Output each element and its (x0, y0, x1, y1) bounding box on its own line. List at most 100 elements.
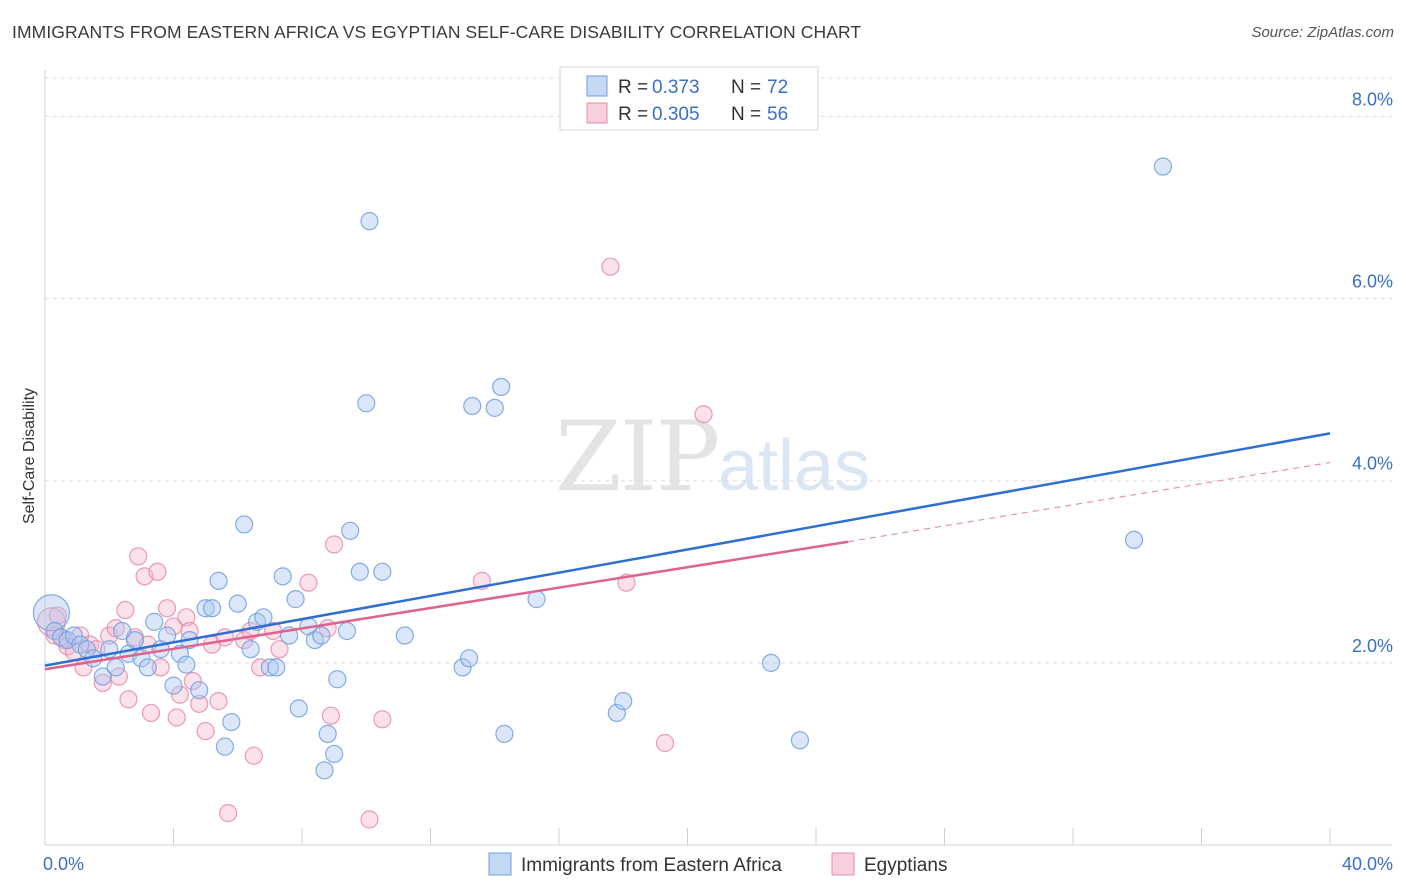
series-eastern-africa-points (32, 157, 1173, 780)
point-eastern-africa (202, 599, 222, 618)
legend-r-value-2: 0.305 (652, 104, 700, 125)
y-tick-label: 6.0% (1352, 272, 1393, 292)
point-eastern-africa (360, 212, 379, 231)
x-ticks (44, 828, 1331, 845)
point-eastern-africa (395, 626, 414, 645)
point-eastern-africa (357, 394, 376, 413)
point-egyptians (177, 608, 196, 627)
point-eastern-africa (1153, 157, 1173, 176)
point-eastern-africa (790, 731, 810, 750)
point-egyptians (119, 690, 138, 709)
point-eastern-africa (235, 515, 254, 534)
point-egyptians (299, 573, 318, 592)
point-eastern-africa (209, 571, 228, 590)
point-eastern-africa (215, 737, 234, 756)
point-eastern-africa (112, 621, 132, 641)
point-eastern-africa (328, 670, 347, 689)
point-eastern-africa (485, 398, 504, 417)
legend-r-value-1: 0.373 (652, 77, 700, 98)
point-eastern-africa (145, 612, 164, 631)
y-tick-label: 8.0% (1352, 89, 1393, 109)
point-eastern-africa (373, 562, 392, 581)
trend-line-eastern-africa (44, 432, 1331, 667)
trend-lines (44, 432, 1331, 671)
point-eastern-africa (312, 626, 331, 645)
point-eastern-africa (761, 653, 781, 672)
point-egyptians (190, 694, 209, 713)
point-egyptians (209, 692, 228, 711)
point-egyptians (219, 804, 238, 823)
point-eastern-africa (1124, 530, 1144, 550)
point-eastern-africa (177, 655, 196, 674)
legend-n-value-1: 72 (767, 77, 788, 98)
point-egyptians (129, 547, 148, 566)
legend-swatch-pink (586, 102, 608, 124)
bottom-legend-label-1: Immigrants from Eastern Africa (521, 855, 782, 876)
point-egyptians (251, 658, 270, 677)
point-eastern-africa (337, 621, 357, 641)
point-eastern-africa (315, 761, 334, 780)
bottom-legend-swatch-blue (488, 852, 512, 876)
point-eastern-africa (267, 658, 286, 677)
point-egyptians (244, 746, 263, 765)
point-eastern-africa (138, 658, 157, 677)
point-eastern-africa (254, 608, 273, 627)
source-label: Source: ZipAtlas.com (1251, 24, 1394, 41)
point-egyptians (93, 673, 112, 692)
correlation-legend: R = 0.373 N = 72 R = 0.305 N = 56 (559, 66, 819, 131)
legend-n-label-2: N = (731, 104, 766, 125)
bottom-legend-label-2: Egyptians (864, 855, 947, 876)
legend-n-label-1: N = (731, 77, 766, 98)
x-tick-label-max: 40.0% (1342, 854, 1393, 874)
point-eastern-africa (495, 724, 514, 743)
point-eastern-africa (190, 681, 209, 700)
point-eastern-africa (286, 590, 305, 609)
point-egyptians (167, 708, 186, 727)
y-axis-label: Self-Care Disability (21, 388, 38, 524)
point-eastern-africa (164, 676, 183, 695)
legend-r-label-1: R = (618, 77, 653, 98)
point-egyptians (694, 405, 713, 424)
point-eastern-africa (196, 599, 215, 618)
point-egyptians (116, 600, 135, 620)
legend-swatch-blue (586, 75, 608, 97)
series-egyptians-points (36, 257, 713, 829)
gridlines (45, 77, 1392, 664)
point-egyptians (321, 706, 341, 725)
point-egyptians (360, 810, 379, 829)
point-eastern-africa (607, 703, 626, 723)
point-eastern-africa (289, 699, 308, 718)
point-eastern-africa (273, 567, 292, 586)
point-egyptians (601, 257, 620, 276)
point-egyptians (151, 658, 170, 677)
point-egyptians (157, 599, 177, 618)
y-tick-label: 4.0% (1352, 454, 1393, 474)
point-egyptians (270, 640, 289, 659)
point-eastern-africa (64, 626, 84, 645)
point-egyptians (148, 562, 167, 581)
point-egyptians (325, 535, 344, 554)
point-eastern-africa (222, 712, 241, 732)
point-eastern-africa (453, 658, 472, 677)
point-eastern-africa (241, 640, 260, 659)
watermark-atlas: atlas (718, 426, 870, 506)
point-eastern-africa (350, 562, 369, 581)
point-egyptians (170, 685, 190, 704)
legend-r-label-2: R = (618, 104, 653, 125)
trend-line-egyptians-extrapolated (848, 461, 1331, 543)
point-eastern-africa (106, 658, 125, 677)
point-eastern-africa (459, 649, 479, 668)
point-eastern-africa (228, 594, 247, 613)
point-eastern-africa (318, 724, 337, 743)
x-tick-label-min: 0.0% (43, 854, 84, 874)
point-eastern-africa (341, 521, 360, 540)
legend-n-value-2: 56 (767, 104, 788, 125)
point-egyptians (373, 710, 392, 729)
bottom-legend-swatch-pink (831, 852, 855, 876)
point-eastern-africa (463, 396, 482, 416)
point-eastern-africa (325, 744, 344, 764)
point-eastern-africa (125, 630, 145, 650)
point-egyptians (183, 671, 202, 691)
point-eastern-africa (492, 377, 511, 397)
